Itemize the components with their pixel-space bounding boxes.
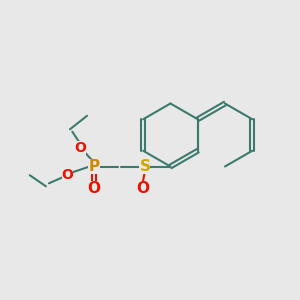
Text: O: O: [61, 168, 74, 182]
Text: O: O: [136, 181, 149, 196]
Text: O: O: [87, 181, 101, 196]
Text: S: S: [140, 159, 150, 174]
Text: O: O: [74, 141, 86, 155]
Text: P: P: [88, 159, 100, 174]
